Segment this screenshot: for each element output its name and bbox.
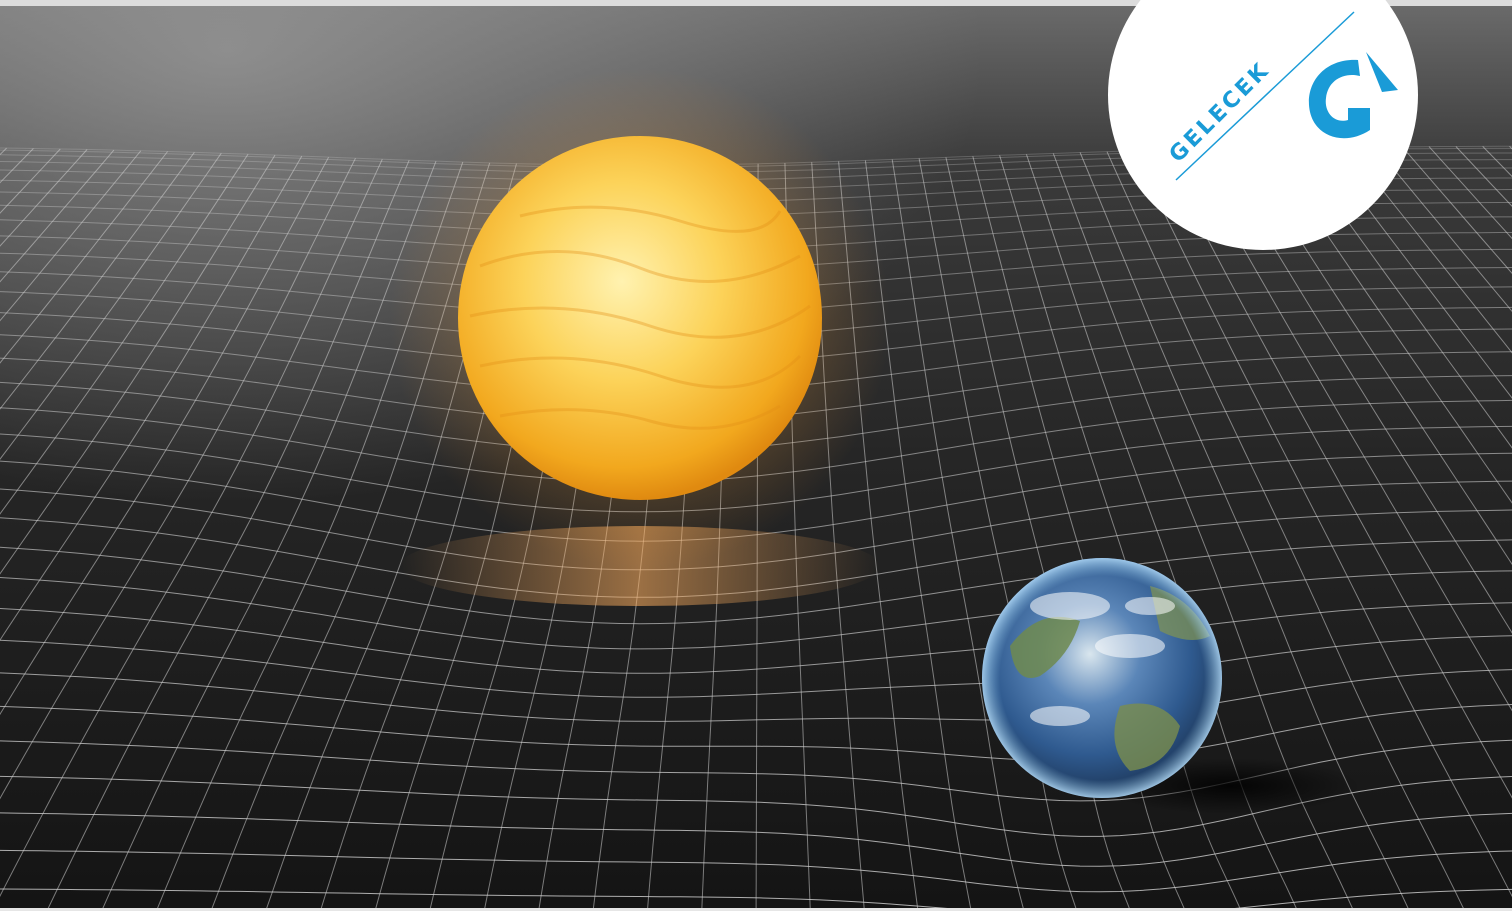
earth-icon	[982, 558, 1222, 798]
logo-monogram-icon	[1308, 52, 1398, 139]
bottom-border	[0, 908, 1512, 911]
logo-divider-line	[1175, 11, 1355, 181]
logo-badge-circle	[1108, 0, 1418, 250]
gelecek-logo	[1108, 0, 1418, 250]
sun-icon	[390, 68, 890, 568]
top-border	[0, 0, 1512, 6]
